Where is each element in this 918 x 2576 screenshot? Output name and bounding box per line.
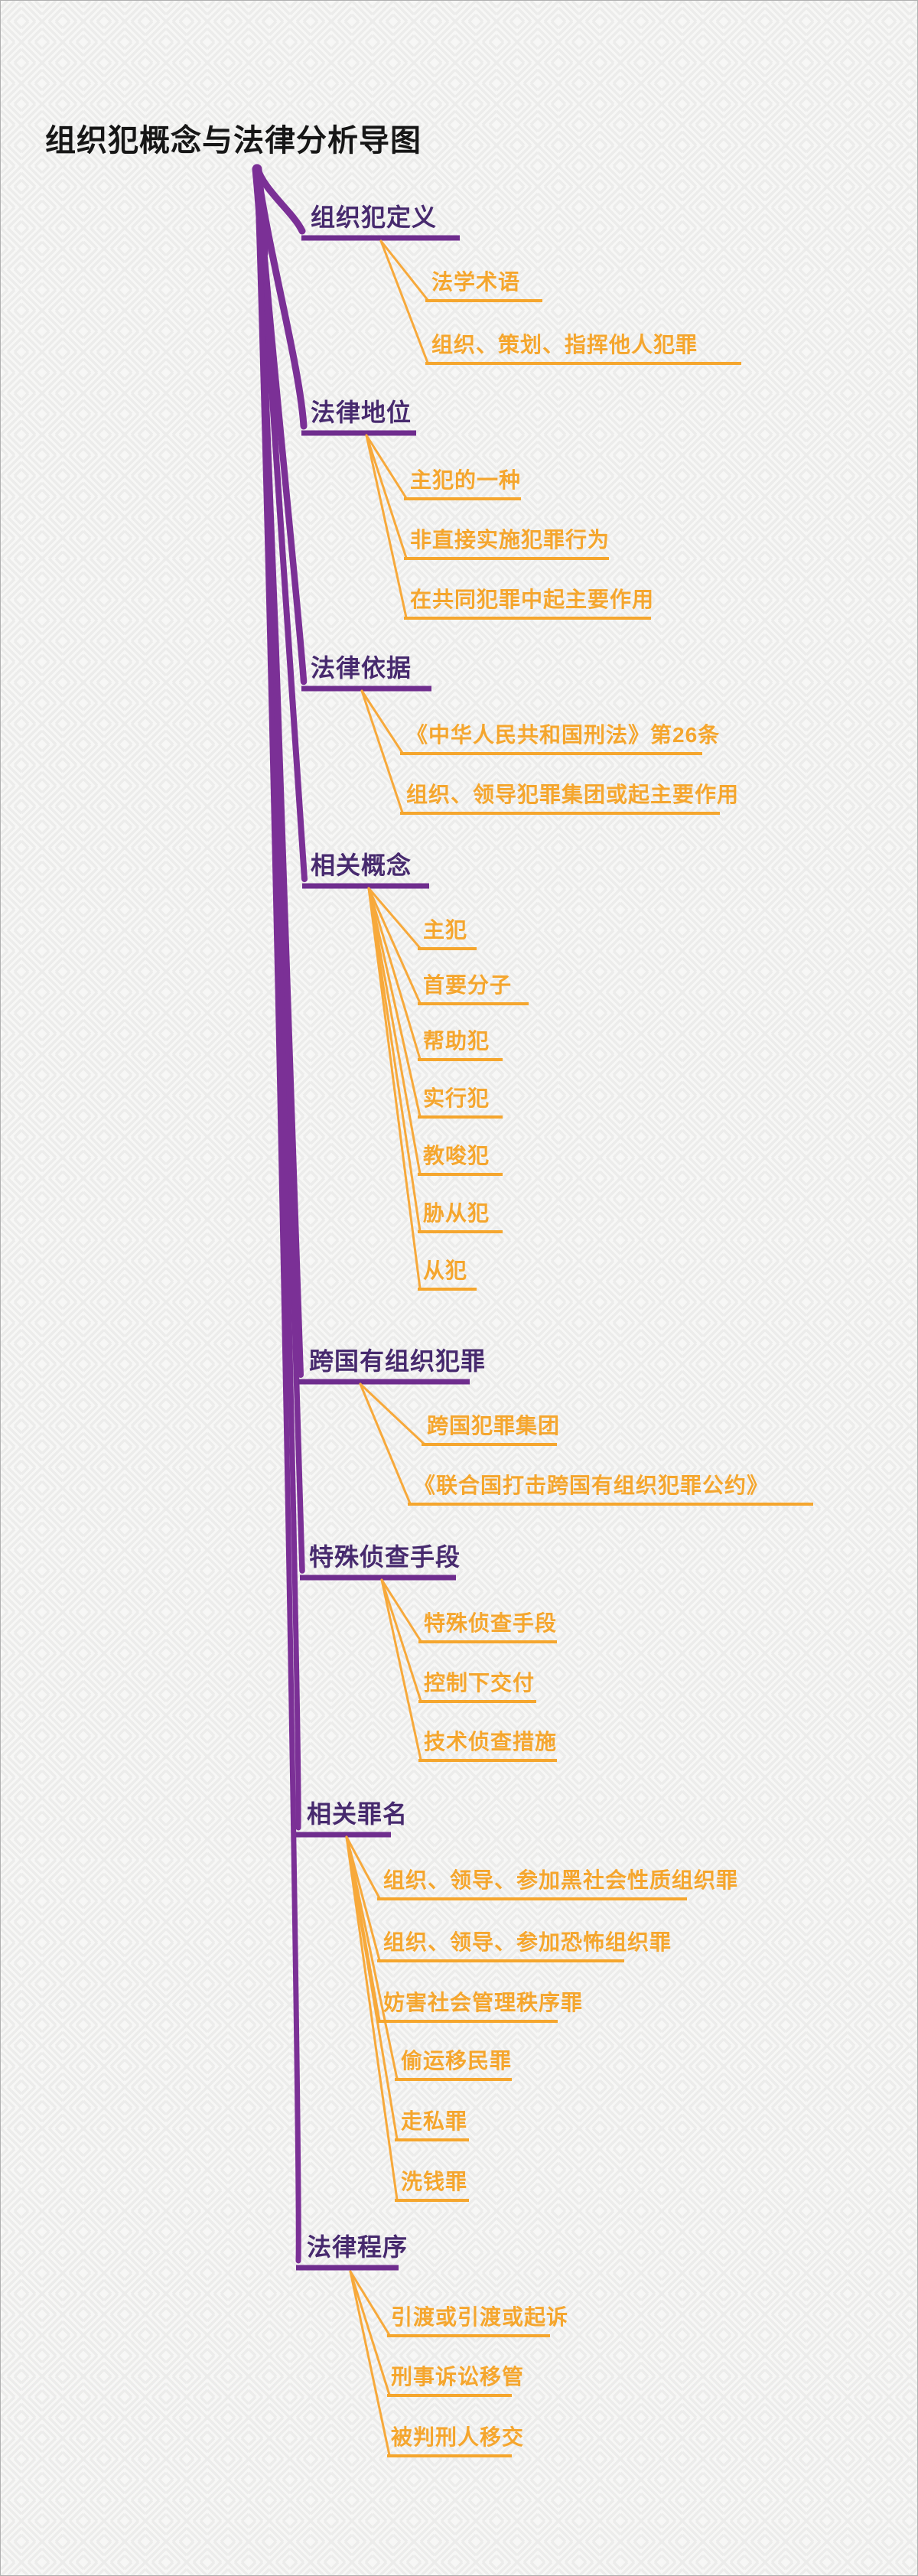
branch-node-definition[interactable]: 组织犯定义 <box>311 204 438 231</box>
branch-node-legal-basis[interactable]: 法律依据 <box>311 654 412 682</box>
child-node[interactable]: 刑事诉讼移管 <box>391 2365 525 2389</box>
child-node[interactable]: 特殊侦查手段 <box>424 1611 558 1635</box>
child-node[interactable]: 走私罪 <box>401 2109 468 2133</box>
child-node[interactable]: 控制下交付 <box>424 1671 536 1695</box>
child-node[interactable]: 教唆犯 <box>423 1144 490 1168</box>
child-node[interactable]: 引渡或引渡或起诉 <box>391 2305 569 2329</box>
central-topic-title[interactable]: 组织犯概念与法律分析导图 <box>45 124 422 158</box>
branch-node-legal-procedure[interactable]: 法律程序 <box>307 2233 409 2261</box>
child-node[interactable]: 帮助犯 <box>423 1029 490 1053</box>
child-node[interactable]: 胁从犯 <box>423 1201 490 1225</box>
child-node[interactable]: 非直接实施犯罪行为 <box>410 528 610 552</box>
child-node[interactable]: 首要分子 <box>423 973 513 997</box>
child-connector-lines <box>345 239 429 2457</box>
child-node[interactable]: 主犯的一种 <box>410 468 522 492</box>
child-node[interactable]: 法学术语 <box>431 270 521 294</box>
child-node[interactable]: 洗钱罪 <box>401 2170 468 2193</box>
heading-underlines <box>296 235 470 2271</box>
child-underlines <box>377 299 813 2457</box>
child-node[interactable]: 实行犯 <box>423 1086 490 1110</box>
child-node[interactable]: 跨国犯罪集团 <box>427 1414 561 1438</box>
child-node[interactable]: 组织、领导、参加黑社会性质组织罪 <box>383 1868 739 1892</box>
child-node[interactable]: 组织、领导、参加恐怖组织罪 <box>383 1930 672 1954</box>
branch-node-transnational[interactable]: 跨国有组织犯罪 <box>309 1347 487 1375</box>
branch-node-investigation[interactable]: 特殊侦查手段 <box>309 1543 461 1571</box>
child-node[interactable]: 组织、领导犯罪集团或起主要作用 <box>406 783 740 806</box>
branch-node-legal-status[interactable]: 法律地位 <box>311 399 412 426</box>
child-node[interactable]: 《中华人民共和国刑法》第26条 <box>406 723 721 747</box>
child-node[interactable]: 《联合国打击跨国有组织犯罪公约》 <box>414 1474 770 1497</box>
child-node[interactable]: 从犯 <box>423 1259 468 1282</box>
branch-node-related-concepts[interactable]: 相关概念 <box>311 852 412 879</box>
child-node[interactable]: 主犯 <box>423 918 468 942</box>
child-node[interactable]: 组织、策划、指挥他人犯罪 <box>431 333 698 357</box>
child-node[interactable]: 妨害社会管理秩序罪 <box>383 1991 584 2014</box>
child-node[interactable]: 被判刑人移交 <box>391 2425 525 2449</box>
child-node[interactable]: 偷运移民罪 <box>401 2049 513 2073</box>
branch-node-related-crimes[interactable]: 相关罪名 <box>307 1800 409 1828</box>
child-node[interactable]: 在共同犯罪中起主要作用 <box>410 588 655 611</box>
trunk-branch-lines <box>252 164 308 2264</box>
child-node[interactable]: 技术侦查措施 <box>424 1730 558 1754</box>
